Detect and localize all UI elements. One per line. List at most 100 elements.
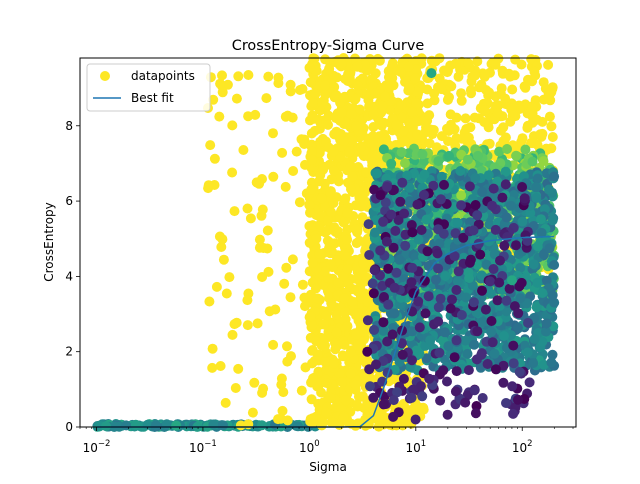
data-point [388, 395, 399, 406]
data-point [403, 61, 414, 72]
data-point [383, 263, 394, 274]
data-point [311, 233, 322, 244]
data-point [541, 326, 551, 337]
data-point [316, 193, 327, 204]
y-tick-label: 4 [65, 269, 73, 283]
data-point [456, 95, 467, 106]
data-point [452, 276, 463, 287]
y-tick-label: 6 [65, 194, 73, 208]
data-point [321, 226, 332, 236]
data-point [285, 292, 296, 303]
data-point [413, 234, 424, 245]
data-point [352, 340, 363, 351]
data-point [476, 82, 487, 92]
data-point [470, 70, 480, 81]
data-point [304, 62, 315, 73]
data-point [433, 156, 444, 167]
data-point [352, 308, 363, 319]
data-point [347, 296, 358, 307]
data-point [278, 387, 289, 398]
x-axis-ticks: 10−2 10−1 100 101 102 [79, 427, 574, 455]
data-point [345, 347, 356, 358]
data-point [501, 295, 512, 306]
data-point [479, 117, 490, 128]
data-point [546, 121, 557, 132]
data-point [318, 163, 328, 174]
data-point [480, 304, 491, 315]
data-point [243, 70, 254, 80]
data-point [268, 339, 279, 350]
data-point [377, 136, 388, 147]
data-point [306, 128, 317, 139]
data-point [305, 77, 316, 88]
data-point [489, 348, 500, 359]
data-point [425, 335, 436, 346]
legend-box [86, 63, 211, 112]
data-point [519, 81, 530, 92]
data-point [436, 171, 447, 182]
data-point [546, 357, 557, 368]
data-point [208, 419, 219, 430]
data-point [215, 361, 226, 371]
data-point [350, 93, 361, 104]
data-point [516, 277, 527, 288]
data-point [328, 146, 339, 157]
data-point [501, 306, 512, 317]
data-point [417, 391, 428, 402]
data-point [514, 367, 525, 377]
data-point [464, 181, 475, 192]
data-point [411, 116, 422, 127]
data-point [397, 349, 408, 360]
data-point [307, 345, 318, 356]
data-point [511, 150, 522, 161]
x-tick-label: 101 [405, 439, 426, 455]
data-point [321, 310, 332, 321]
data-point [325, 187, 336, 198]
data-point [494, 277, 505, 288]
data-point [447, 294, 457, 305]
data-point [252, 318, 263, 329]
data-point [476, 349, 487, 360]
data-point [424, 373, 435, 384]
data-point [336, 377, 347, 387]
data-point [291, 146, 302, 157]
data-point [435, 395, 446, 406]
data-point [281, 262, 292, 273]
data-point [500, 93, 511, 104]
data-point [456, 200, 467, 211]
data-point [419, 169, 430, 180]
data-point [338, 92, 349, 103]
data-point [500, 166, 511, 177]
data-point [378, 117, 389, 128]
data-point [544, 184, 554, 195]
data-point [508, 340, 519, 351]
data-point [288, 166, 299, 176]
data-point [254, 178, 265, 189]
data-point [444, 150, 454, 161]
data-point [411, 345, 422, 356]
data-point [314, 176, 324, 187]
data-point [462, 154, 473, 165]
data-point [344, 146, 355, 157]
data-point [487, 337, 498, 348]
data-point [508, 408, 519, 419]
data-point [451, 366, 462, 377]
data-point [329, 222, 340, 233]
data-point [150, 420, 161, 431]
data-point [451, 133, 462, 144]
data-point [519, 193, 530, 204]
data-point [404, 196, 415, 207]
data-point [477, 285, 487, 296]
y-tick-label: 8 [65, 119, 73, 133]
data-point [497, 192, 508, 203]
data-point [449, 352, 460, 363]
data-point [357, 391, 368, 402]
data-point [432, 248, 443, 259]
data-point [227, 120, 238, 131]
data-point [231, 93, 242, 104]
data-point [442, 94, 453, 105]
data-point [370, 227, 380, 238]
data-point [522, 122, 533, 133]
data-point [453, 266, 464, 277]
